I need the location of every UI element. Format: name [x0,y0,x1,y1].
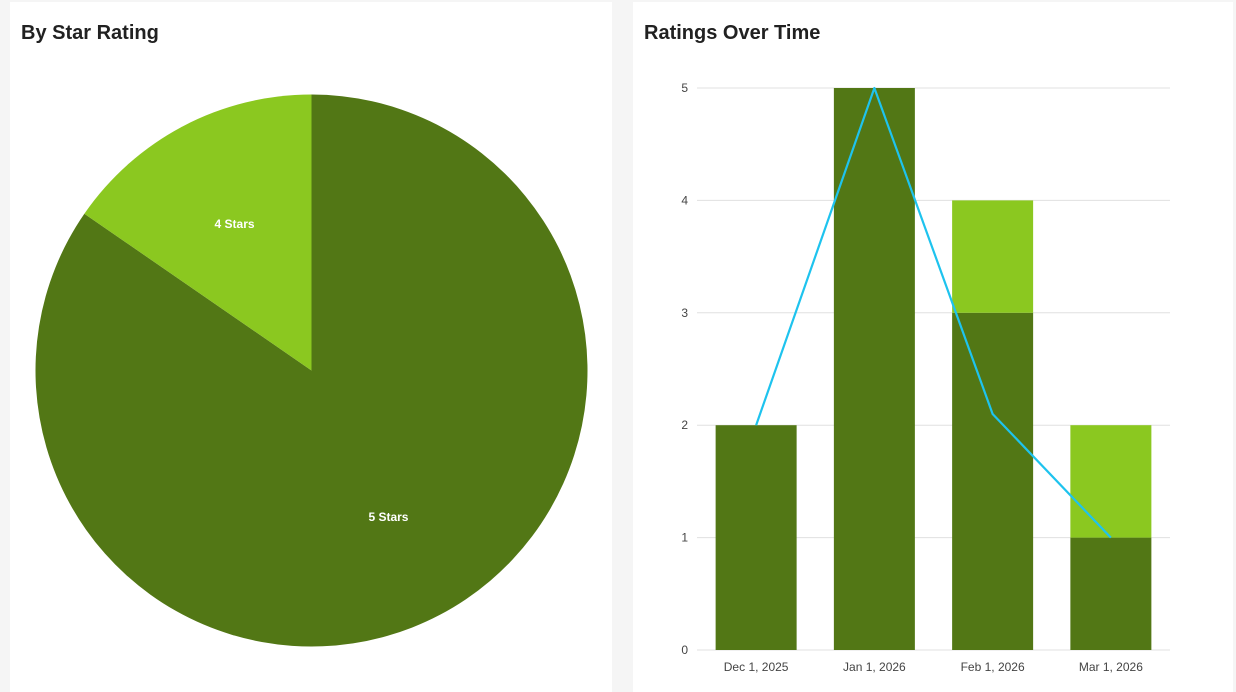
y-tick-label: 4 [681,193,688,207]
pie-chart-title: By Star Rating [21,22,159,44]
ratings-over-time-chart: 0 1 2 3 4 5 Dec 1, 2025 Jan 1, 2026 Feb 1, 2026 M… [681,81,1170,674]
bar-segment-five-stars[interactable] [833,88,915,650]
x-tick-label: Jan 1, 2026 [843,660,906,674]
bar-segment-five-stars[interactable] [1070,537,1152,650]
trend-line[interactable] [755,86,1112,539]
ratings-over-time-panel: Ratings Over Time 0 1 2 3 4 5 Dec 1, 2025 Jan 1… [633,2,1233,692]
pie-slice-label-4-stars: 4 Stars [215,217,255,231]
y-tick-label: 5 [681,81,688,95]
y-tick-label: 0 [681,643,688,657]
bar-segment-four-stars[interactable] [1070,425,1152,538]
y-tick-label: 3 [681,306,688,320]
bar-segment-five-stars[interactable] [952,312,1034,650]
y-tick-label: 1 [681,531,688,545]
pie-slice-label-5-stars: 5 Stars [368,510,408,524]
x-tick-label: Feb 1, 2026 [961,660,1025,674]
x-tick-label: Mar 1, 2026 [1079,660,1143,674]
pie-slice-4-stars[interactable] [84,94,312,371]
x-tick-label: Dec 1, 2025 [724,660,789,674]
star-rating-panel: By Star Rating 5 Stars 4 Stars [10,2,612,692]
bar-chart-title: Ratings Over Time [644,22,821,44]
bar-segment-four-stars[interactable] [952,200,1034,313]
star-rating-pie-chart: 5 Stars 4 Stars [35,94,588,647]
bar-segment-five-stars[interactable] [715,425,797,650]
y-tick-label: 2 [681,418,688,432]
